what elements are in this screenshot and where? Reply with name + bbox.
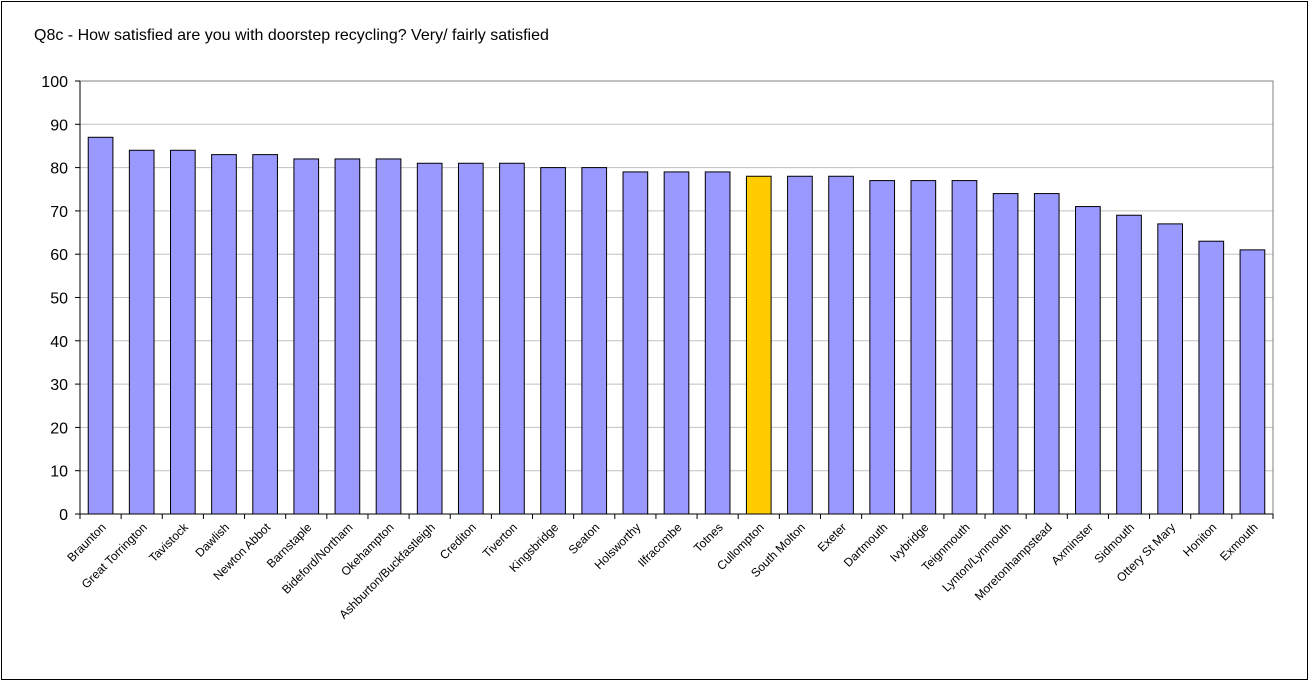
x-tick-label: Ilfracombe: [635, 520, 685, 570]
y-tick-label: 80: [50, 161, 68, 178]
y-tick-label: 30: [50, 377, 68, 394]
y-tick-label: 90: [50, 117, 68, 134]
bar: [1198, 240, 1225, 515]
bar: [787, 175, 813, 515]
bar: [1157, 223, 1183, 515]
bar: [540, 167, 566, 515]
bar: [128, 149, 155, 515]
y-tick-label: 0: [59, 507, 68, 524]
y-tick-label: 20: [50, 420, 68, 437]
x-tick-label: Seaton: [566, 520, 603, 557]
bar: [1075, 206, 1101, 515]
bar: [87, 136, 114, 515]
bar: [334, 158, 361, 515]
y-tick-label: 60: [50, 247, 68, 264]
bar: [910, 180, 937, 515]
y-tick-label: 40: [50, 334, 68, 351]
y-tick-label: 100: [41, 74, 68, 91]
x-tick-label: Bideford/Northam: [279, 520, 355, 596]
y-tick-label: 10: [50, 464, 68, 481]
bar: [375, 158, 402, 515]
x-tick-label: Exeter: [815, 520, 849, 554]
bar: [704, 171, 731, 515]
bar: [581, 167, 608, 515]
bar: [869, 180, 896, 515]
x-tick-label: Tiverton: [480, 520, 520, 560]
x-tick-label: Dawlish: [192, 520, 232, 560]
bar: [745, 175, 772, 515]
x-tick-label: Moretonhampstead: [972, 520, 1055, 603]
bar: [622, 171, 649, 515]
bar: [293, 158, 320, 515]
bar: [499, 162, 525, 515]
bar: [992, 193, 1019, 515]
bar: [170, 149, 196, 515]
bar: [211, 154, 237, 515]
bar: [1033, 193, 1060, 515]
x-tick-label: Axminster: [1048, 520, 1096, 568]
x-tick-label: Totnes: [691, 520, 726, 555]
bar: [457, 162, 484, 515]
x-tick-label: Crediton: [437, 520, 479, 562]
bar: [1116, 214, 1142, 515]
bar: [416, 162, 443, 515]
bar: [252, 154, 278, 515]
chart-title: Q8c - How satisfied are you with doorste…: [34, 27, 549, 44]
x-tick-label: Dartmouth: [841, 520, 891, 570]
y-tick-label: 70: [50, 204, 68, 221]
x-tick-label: Exmouth: [1217, 520, 1260, 563]
bar: [951, 180, 978, 515]
bar: [1239, 249, 1266, 515]
y-tick-label: 50: [50, 291, 68, 308]
x-tick-label: Tavistock: [146, 520, 192, 566]
bar: [663, 171, 690, 515]
x-tick-label: Honiton: [1180, 520, 1219, 559]
bar: [828, 175, 854, 515]
